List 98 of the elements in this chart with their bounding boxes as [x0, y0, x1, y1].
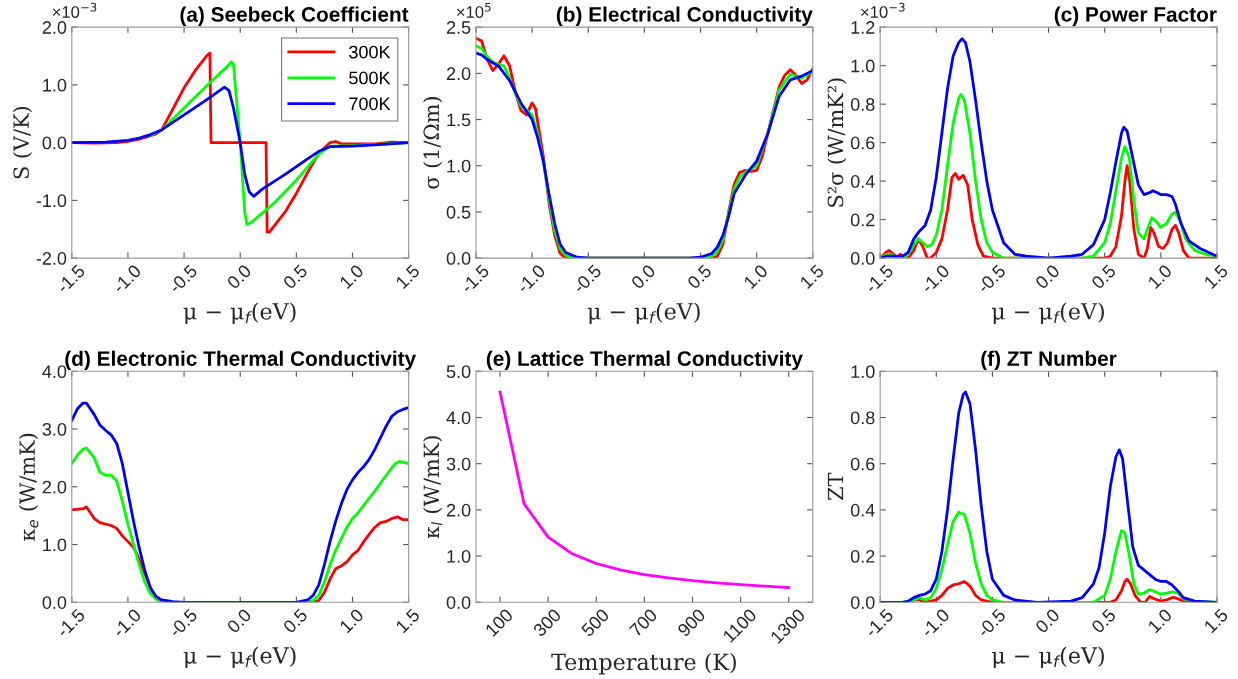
y-axis-title: κ$_{l}$ (W/mK) — [423, 436, 443, 539]
y-tick-label: 2.0 — [42, 21, 67, 34]
legend-label: 500K — [349, 71, 391, 85]
x-tick-label: -0.5 — [976, 608, 1007, 638]
y-tick-label: 0.0 — [446, 596, 471, 609]
y-tick-label: 0.8 — [850, 98, 875, 111]
chart-title: (a) Seebeck Coefficient — [180, 6, 409, 26]
x-tick-label: 0.5 — [1090, 608, 1117, 634]
y-tick-label: 0.8 — [850, 411, 875, 425]
x-tick-label: 1.5 — [1203, 263, 1229, 290]
x-tick-label: 0.0 — [1034, 607, 1061, 634]
y-tick-label: 1.0 — [851, 59, 875, 73]
y-tick-label: 0.0 — [42, 596, 67, 609]
text: ×10$^{−3}$ — [52, 2, 97, 18]
y-tick-label: 0.5 — [446, 205, 471, 219]
x-tick-label: 300 — [532, 607, 562, 638]
y-tick-label: -1.0 — [36, 194, 67, 208]
x-axis-title: μ − μ$_{f}$(eV) — [991, 302, 1104, 324]
y-tick-label: 5.0 — [446, 365, 471, 379]
x-tick-label: 1.0 — [338, 607, 365, 634]
x-tick-label: 1.5 — [395, 608, 421, 634]
y-tick-label: 0.4 — [850, 503, 875, 517]
x-tick-label: -0.5 — [168, 263, 198, 294]
x-tick-label: -1.0 — [516, 263, 547, 294]
x-axis-title: μ − μ$_{f}$(eV) — [183, 646, 296, 669]
y-axis-title: κ$_{e}$ (W/mK) — [18, 433, 39, 541]
y-tick-label: 0.4 — [850, 175, 875, 188]
legend-label: 700K — [349, 97, 391, 111]
y-axis-title: S (V/K) — [12, 106, 32, 179]
y-tick-label: 3.0 — [446, 457, 471, 471]
text: ×10$^{5}$ — [456, 2, 491, 18]
x-tick-label: -1.5 — [55, 608, 86, 638]
y-tick-label: 0.0 — [446, 252, 471, 265]
y-tick-label: 0.0 — [42, 136, 67, 150]
x-tick-label: 0.5 — [282, 608, 309, 634]
y-axis-title: S²σ (W/mK²) — [827, 78, 847, 207]
line-series — [498, 390, 791, 589]
y-tick-label: 0.2 — [850, 213, 875, 227]
y-tick-label: 4.0 — [42, 365, 67, 379]
y-tick-label: 1.0 — [43, 78, 67, 92]
chart-title: (f) ZT Number — [981, 350, 1117, 371]
x-tick-label: 1.0 — [1147, 263, 1173, 290]
y-axis-title: ZT — [827, 472, 844, 501]
y-tick-label: 0.0 — [850, 252, 875, 265]
x-tick-label: 0.5 — [1090, 263, 1117, 290]
y-tick-label: 1.0 — [851, 365, 875, 379]
x-axis-title: μ − μ$_{f}$(eV) — [587, 302, 700, 324]
y-tick-label: 2.5 — [446, 21, 471, 34]
x-tick-label: -0.5 — [976, 263, 1007, 294]
x-tick-label: 0.0 — [226, 263, 253, 290]
y-tick-label: 1.2 — [851, 21, 875, 34]
x-tick-label: 1.0 — [338, 263, 365, 290]
chart-title: (b) Electrical Conductivity — [556, 6, 813, 26]
y-tick-label: 1.0 — [447, 159, 471, 173]
x-tick-label: 100 — [484, 607, 514, 637]
x-tick-label: 1.0 — [1147, 607, 1173, 634]
y-tick-label: 0.2 — [850, 550, 875, 563]
x-tick-label: -1.0 — [111, 607, 142, 638]
y-tick-label: 0.0 — [850, 596, 875, 609]
y-tick-label: 2.0 — [446, 503, 471, 517]
x-tick-label: 1.5 — [1203, 608, 1229, 634]
y-tick-label: 0.6 — [850, 136, 875, 150]
x-tick-label: -0.5 — [168, 608, 198, 638]
legend-label: 300K — [349, 45, 391, 59]
y-tick-label: 4.0 — [446, 411, 471, 425]
chart-title: (e) Lattice Thermal Conductivity — [486, 350, 803, 371]
x-tick-label: 1.0 — [743, 263, 769, 290]
y-tick-label: 0.6 — [850, 457, 875, 471]
chart-title: (d) Electronic Thermal Conductivity — [65, 350, 417, 371]
y-tick-label: 2.0 — [446, 67, 471, 81]
x-tick-label: 0.0 — [1034, 263, 1061, 290]
text: ×10$^{−3}$ — [861, 2, 905, 18]
line-series — [71, 85, 409, 198]
x-axis-title: Temperature (K) — [551, 652, 736, 675]
x-tick-label: -1.5 — [864, 608, 895, 638]
x-axis-title: μ − μ$_{f}$(eV) — [991, 646, 1104, 669]
y-tick-label: 2.0 — [42, 480, 67, 494]
x-tick-label: 0.5 — [282, 263, 309, 290]
y-tick-label: 1.5 — [447, 113, 471, 127]
x-tick-label: -1.0 — [920, 263, 951, 294]
x-tick-label: 0.0 — [226, 607, 253, 634]
y-tick-label: 3.0 — [42, 422, 67, 436]
x-tick-label: 0.5 — [686, 263, 713, 290]
x-axis-title: μ − μ$_{f}$(eV) — [183, 302, 296, 324]
y-tick-label: 1.0 — [447, 550, 471, 563]
x-tick-label: -0.5 — [572, 263, 603, 294]
y-tick-label: 1.0 — [43, 538, 67, 552]
chart-title: (c) Power Factor — [1054, 6, 1217, 26]
x-tick-label: -1.0 — [111, 263, 142, 294]
x-tick-label: -1.0 — [920, 607, 951, 638]
x-tick-label: 1.5 — [395, 263, 421, 290]
x-tick-label: 700 — [628, 607, 658, 638]
y-tick-label: -2.0 — [36, 252, 67, 265]
x-tick-label: 1.5 — [799, 263, 825, 290]
x-tick-label: 0.0 — [630, 263, 657, 290]
y-axis-title: σ (1/Ωm) — [423, 97, 443, 189]
x-tick-label: 500 — [580, 607, 610, 638]
x-tick-label: 900 — [676, 607, 707, 638]
